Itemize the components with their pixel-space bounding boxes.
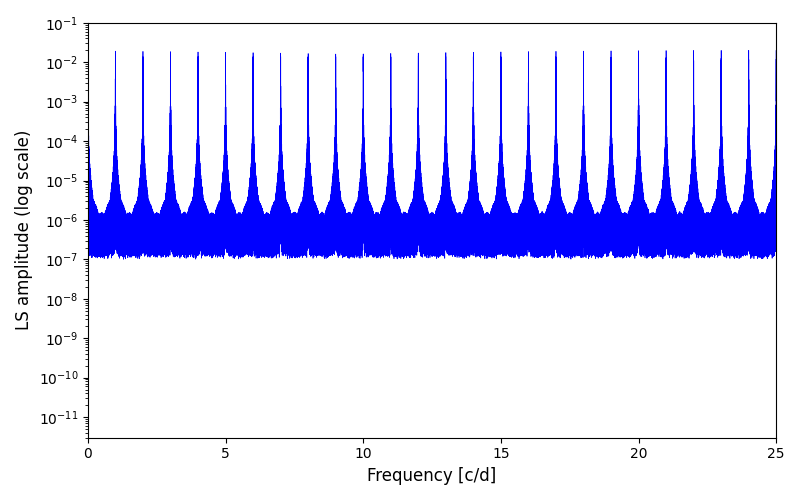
Y-axis label: LS amplitude (log scale): LS amplitude (log scale) — [15, 130, 33, 330]
X-axis label: Frequency [c/d]: Frequency [c/d] — [367, 467, 497, 485]
